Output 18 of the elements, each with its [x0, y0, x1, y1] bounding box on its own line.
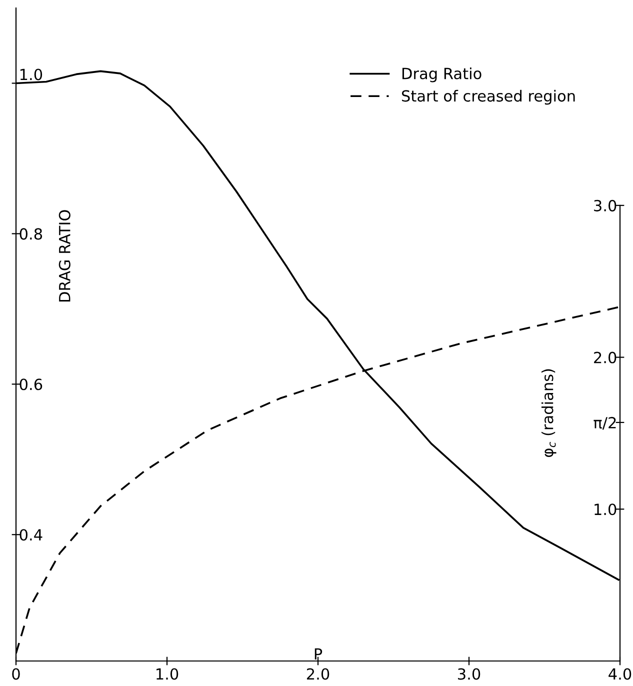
legend-label: Drag Ratio — [402, 67, 482, 82]
x-tick-label: 3.0 — [458, 668, 480, 680]
y2-tick-label: 1.0 — [594, 504, 616, 516]
y2-tick-label: 3.0 — [594, 200, 616, 212]
x-tick-label: 1.0 — [156, 668, 178, 680]
y2-axis-title: φ$_{c}$ (radians) — [541, 369, 556, 458]
y-tick-label: 1.0 — [20, 68, 42, 80]
y-tick-label: 0.6 — [20, 378, 42, 390]
y-tick-label: 0.8 — [20, 228, 42, 240]
x-tick-label: 4.0 — [608, 668, 632, 680]
x-tick-label: 0 — [12, 668, 20, 680]
y-axis-title: DRAG RATIO — [58, 210, 70, 302]
y2-tick-label: π/2 — [594, 416, 616, 430]
x-axis-title: P — [314, 648, 322, 660]
legend-label: Start of creased region — [402, 90, 575, 105]
y-tick-label: 0.4 — [20, 529, 42, 541]
x-tick-label: 2.0 — [306, 668, 330, 680]
y2-tick-label: 2.0 — [594, 352, 616, 364]
